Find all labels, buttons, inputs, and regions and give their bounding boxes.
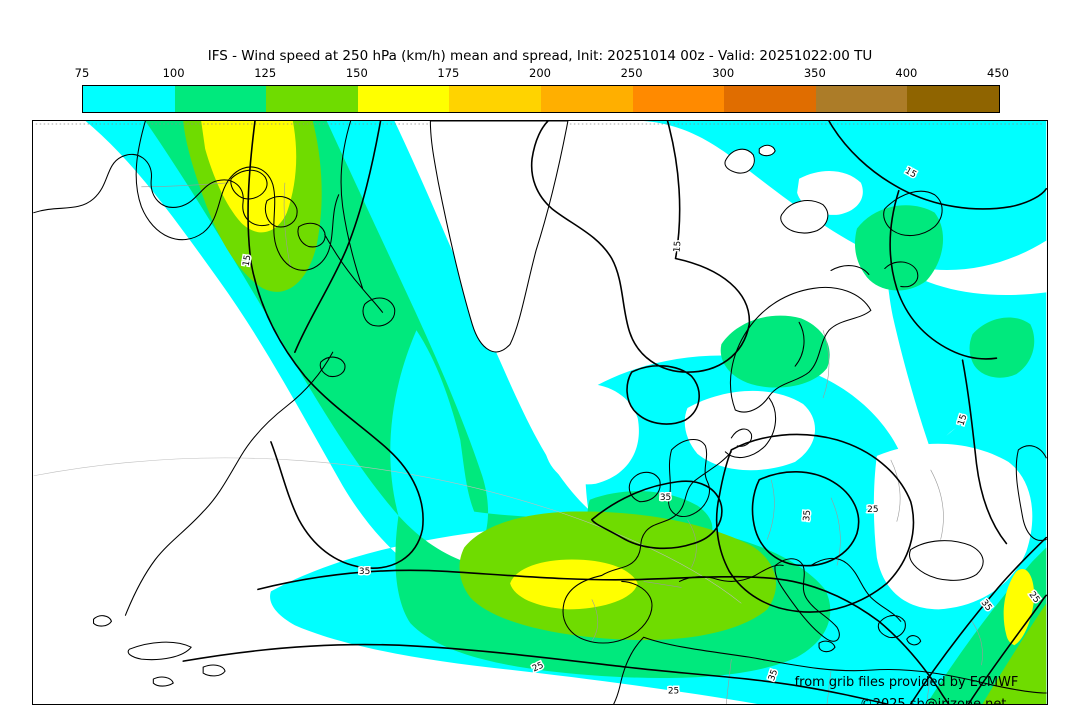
attribution-copyright: ©2025 sb@irizone.net (860, 697, 1007, 704)
contour-labels-layer: 15 15 15 15 35 35 25 35 25 25 35 35 25 (240, 165, 1043, 698)
spread-contour-label: 15 (673, 240, 684, 252)
spread-contour-label: 25 (668, 687, 679, 697)
country-borders (141, 182, 983, 704)
colorbar-segment (174, 86, 267, 112)
colorbar-segment (540, 86, 633, 112)
spread-contour-label: 35 (802, 510, 813, 522)
spread-contour-label: 15 (242, 254, 254, 267)
spread-contour-label: 35 (359, 567, 370, 577)
colorbar-segment (907, 86, 999, 112)
colorbar-tick-label: 150 (345, 66, 368, 80)
colorbar-tick-label: 300 (712, 66, 735, 80)
spread-contour-label: 25 (867, 505, 878, 515)
graticule-arc (33, 457, 742, 604)
attribution-source: from grib files provided by ECMWF (795, 675, 1019, 690)
spread-contour-layer (182, 121, 1047, 704)
colorbar-segment (632, 86, 725, 112)
colorbar-tick-label: 125 (254, 66, 277, 80)
colorbar-tick-label: 350 (803, 66, 826, 80)
colorbar-segment (724, 86, 816, 112)
map-svg: 15 15 15 15 35 35 25 35 25 25 35 35 25 f… (33, 121, 1047, 704)
colorbar-tick-label: 175 (437, 66, 460, 80)
windspeed-fill-100-125 (145, 121, 1047, 704)
colorbar-tick-label: 100 (162, 66, 185, 80)
windspeed-fill-layer (85, 121, 1047, 704)
svalbard-coast (724, 144, 776, 174)
colorbar (82, 85, 1000, 113)
colorbar-segment (815, 86, 908, 112)
country-border-layer (141, 182, 983, 704)
attribution: from grib files provided by ECMWF ©2025 … (795, 675, 1019, 704)
colorbar-segment (83, 86, 175, 112)
colorbar-tick-label: 250 (620, 66, 643, 80)
colorbar-tick-label: 400 (895, 66, 918, 80)
colorbar-tick-label: 200 (529, 66, 551, 80)
colorbar-segment (266, 86, 358, 112)
graticule-layer (33, 123, 1045, 604)
chart-title: IFS - Wind speed at 250 hPa (km/h) mean … (207, 48, 873, 64)
spread-contour-label: 35 (660, 493, 671, 503)
colorbar-tick-labels: 75 100 125 150 175 200 250 300 350 400 450 (75, 66, 1009, 81)
spread-contours (182, 121, 1047, 704)
coastlines (33, 121, 1047, 704)
windspeed-fill-150-175 (201, 121, 1035, 646)
colorbar-segment (449, 86, 541, 112)
colorbar-segment (357, 86, 450, 112)
colorbar-tick-label: 450 (987, 66, 1009, 80)
colorbar-tick-label: 75 (74, 66, 90, 80)
iceland-coast (780, 200, 829, 234)
map-area: 15 15 15 15 35 35 25 35 25 25 35 35 25 f… (32, 120, 1048, 705)
